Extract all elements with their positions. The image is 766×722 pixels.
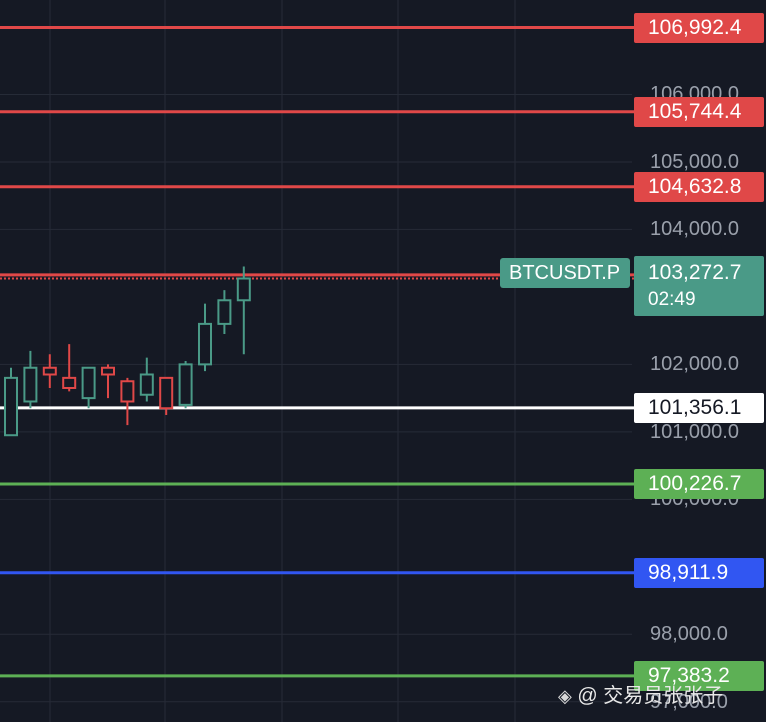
candle-body-6: [120, 380, 135, 403]
bar-countdown: 02:49: [648, 289, 696, 310]
candle-body-3: [62, 376, 77, 389]
level-tag-4: 101,356.1: [634, 392, 764, 423]
watermark-text: @ 交易员张张子: [577, 685, 724, 707]
price-tick-label: 102,000.0: [650, 353, 739, 376]
price-tick-label: 98,000.0: [650, 623, 728, 646]
candle-body-2: [42, 366, 57, 376]
candle-body-12: [236, 277, 251, 302]
level-tag-5: 100,226.7: [634, 469, 764, 500]
watermark: ◈ @ 交易员张张子: [558, 684, 723, 708]
binance-logo-icon: ◈: [558, 686, 572, 706]
candle-body-7: [139, 373, 154, 396]
candle-body-1: [23, 366, 38, 403]
level-tag-2: 104,632.8: [634, 171, 764, 202]
last-price-value: 103,272.7: [648, 261, 742, 284]
candle-body-9: [178, 363, 193, 406]
candle-body-0: [4, 376, 18, 437]
price-tick-label: 101,000.0: [650, 420, 739, 443]
candle-body-8: [159, 376, 174, 410]
candle-body-4: [81, 366, 96, 400]
last-price-tag: 103,272.7 02:49: [634, 256, 764, 316]
price-tick-label: 97,000.0: [650, 690, 728, 713]
symbol-tag: BTCUSDT.P: [500, 258, 630, 288]
level-tag-7: 97,383.2: [634, 660, 764, 691]
level-tag-1: 105,744.4: [634, 96, 764, 127]
candle-body-5: [101, 366, 115, 376]
price-tick-label: 105,000.0: [650, 150, 739, 173]
candle-body-11: [217, 299, 232, 325]
candle-body-10: [198, 322, 212, 366]
level-tag-6: 98,911.9: [634, 557, 764, 588]
level-tag-0: 106,992.4: [634, 12, 764, 43]
price-tick-label: 104,000.0: [650, 218, 739, 241]
